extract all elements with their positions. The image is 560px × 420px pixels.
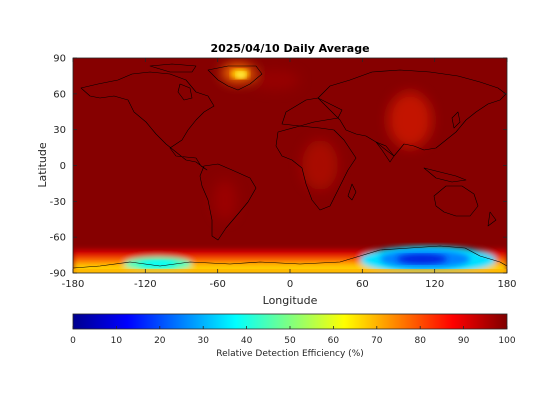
coast-eurasia (317, 69, 507, 157)
coast-arctic-isles (149, 63, 197, 73)
heat-greenland-peak (236, 72, 246, 78)
colorbar-tick-label: 30 (197, 336, 209, 346)
y-tick-label: 60 (53, 89, 66, 100)
map-area (73, 58, 507, 273)
heatmap-background (73, 58, 507, 273)
coast-europe (281, 97, 343, 127)
heat-east-antarctica-core (397, 254, 447, 264)
y-tick-label: 30 (53, 125, 66, 136)
x-tick-label: -60 (209, 279, 225, 290)
y-tick-label: -60 (50, 233, 66, 244)
colorbar-tick-label: 0 (70, 336, 76, 346)
chart-title: 2025/04/10 Daily Average (210, 42, 369, 55)
coastlines (73, 63, 507, 269)
heat-atlantic (250, 70, 300, 90)
heat-sa (213, 180, 237, 220)
coast-australia (433, 185, 479, 217)
coast-greenland (207, 65, 263, 91)
colorbar-tick-label: 50 (284, 336, 296, 346)
y-tick-label: 0 (60, 161, 66, 172)
colorbar-tick-label: 70 (371, 336, 383, 346)
y-tick-label: 90 (53, 54, 66, 65)
coast-antarctica (73, 245, 507, 269)
heat-africa (302, 140, 338, 190)
coast-new-zealand (487, 211, 497, 227)
heat-asia (388, 92, 432, 148)
y-tick-label: -90 (50, 269, 66, 280)
coast-india (375, 141, 395, 163)
heat-west-antarctica-core (140, 260, 176, 268)
colorbar-tick-label: 90 (458, 336, 470, 346)
colorbar-tick-label: 10 (111, 336, 123, 346)
colorbar-label: Relative Detection Efficiency (%) (216, 349, 364, 359)
coast-africa (275, 125, 357, 211)
x-tick-label: 180 (497, 279, 516, 290)
y-tick-label: -30 (50, 197, 66, 208)
y-axis-label: Latitude (36, 142, 49, 188)
colorbar-tick-label: 40 (241, 336, 253, 346)
x-tick-label: 60 (356, 279, 369, 290)
x-axis-label: Longitude (263, 294, 318, 307)
x-tick-label: -120 (134, 279, 157, 290)
colorbar-ticks: 0 10 20 30 40 50 60 70 80 90 100 (70, 326, 516, 346)
x-tick-label: -180 (62, 279, 85, 290)
coast-hudson (177, 83, 193, 101)
colorbar-tick-label: 20 (154, 336, 166, 346)
coast-japan (451, 111, 461, 129)
antarctic-band-yellow (73, 264, 507, 273)
colorbar-tick-label: 60 (328, 336, 340, 346)
x-tick-label: 0 (287, 279, 293, 290)
coast-se-asia-islands (423, 167, 467, 183)
y-axis: -90 -60 -30 0 30 60 90 (50, 54, 507, 280)
colorbar-tick-label: 80 (414, 336, 426, 346)
x-tick-label: 120 (425, 279, 444, 290)
colorbar-tick-label: 100 (498, 336, 515, 346)
coast-north-america (80, 71, 215, 171)
coast-south-america (199, 163, 257, 241)
x-axis: -180 -120 -60 0 60 120 180 (62, 58, 517, 290)
coast-madagascar (347, 183, 357, 201)
